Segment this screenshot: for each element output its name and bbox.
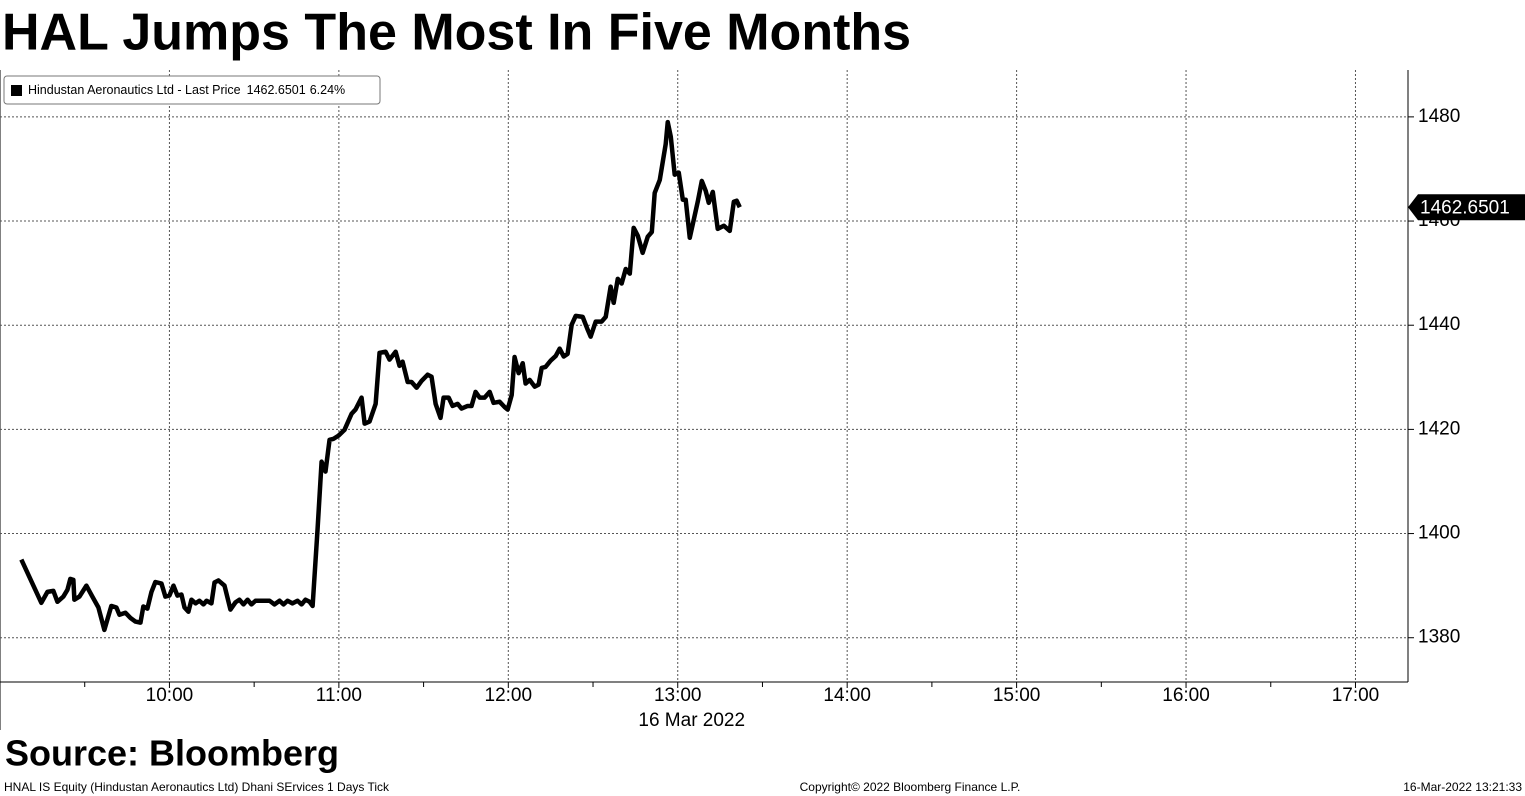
legend-price: 1462.6501 — [247, 83, 306, 97]
footer-right: 16-Mar-2022 13:21:33 — [1403, 780, 1522, 794]
x-tick-label: 12:00 — [485, 685, 533, 706]
x-tick-label: 14:00 — [823, 685, 871, 706]
last-price-tag — [1408, 194, 1525, 221]
x-axis-label: 16 Mar 2022 — [638, 710, 745, 731]
x-tick-label: 16:00 — [1162, 685, 1210, 706]
x-tick-label: 10:00 — [146, 685, 194, 706]
x-tick-label: 17:00 — [1332, 685, 1380, 706]
x-tick-label: 13:00 — [654, 685, 702, 706]
x-tick-label: 11:00 — [316, 685, 362, 706]
price-line — [19, 119, 742, 633]
last-price-label: 1462.6501 — [1420, 197, 1510, 218]
source: Source: Bloomberg — [5, 733, 339, 774]
footer-left: HNAL IS Equity (Hindustan Aeronautics Lt… — [4, 780, 390, 794]
y-tick-label: 1400 — [1418, 523, 1460, 544]
legend-box — [3, 75, 381, 105]
y-tick-label: 1380 — [1418, 627, 1460, 648]
y-tick-label: 1440 — [1418, 314, 1460, 335]
y-tick-label: 1480 — [1418, 106, 1460, 127]
footer-center: Copyright© 2022 Bloomberg Finance L.P. — [800, 780, 1021, 794]
y-tick-label: 1420 — [1418, 418, 1460, 439]
chart-title: HAL Jumps The Most In Five Months — [2, 4, 911, 62]
legend-name: Hindustan Aeronautics Ltd - Last Price — [28, 83, 241, 97]
legend-text: Hindustan Aeronautics Ltd - Last Price 14… — [28, 83, 345, 97]
x-tick-label: 15:00 — [993, 685, 1041, 706]
legend-change: 6.24% — [310, 83, 345, 97]
legend-swatch — [11, 85, 22, 96]
